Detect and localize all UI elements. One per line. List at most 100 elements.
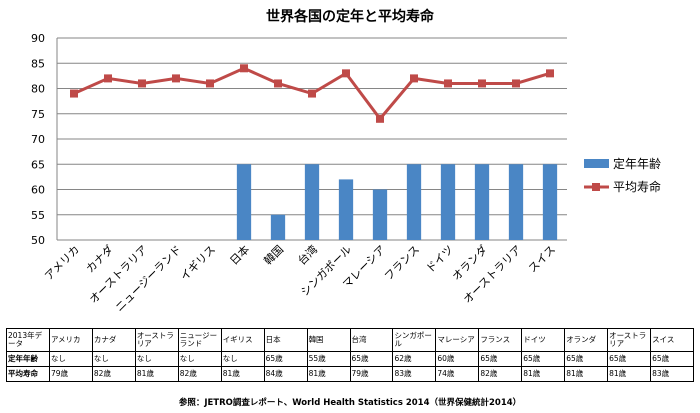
table-cell: なし (177, 351, 222, 367)
table-cell: 82歳 (177, 366, 222, 382)
line-point (138, 79, 146, 88)
y-tick-label: 80 (31, 83, 45, 96)
line-point (104, 74, 112, 83)
table-cell: 79歳 (48, 366, 93, 382)
line-point (478, 79, 486, 88)
y-tick-label: 90 (31, 32, 45, 45)
table-cell: オーストラリア (607, 328, 652, 352)
bar (542, 164, 558, 240)
table-cell: なし (220, 351, 265, 367)
x-category-label: 日本 (227, 242, 252, 267)
source-note: 参照：JETRO調査レポート、World Health Statistics 2… (178, 398, 522, 408)
y-tick-label: 65 (31, 158, 45, 171)
legend-label: 平均寿命 (613, 179, 661, 194)
bar (440, 164, 456, 240)
table-cell: 65歳 (521, 351, 566, 367)
table-cell: 62歳 (392, 351, 437, 367)
table-cell: 55歳 (306, 351, 351, 367)
table-cell: 82歳 (478, 366, 523, 382)
table-cell: 81歳 (607, 366, 652, 382)
table-cell: 65歳 (564, 351, 609, 367)
table-cell: 2013年データ (6, 328, 50, 352)
table-cell: 65歳 (650, 351, 694, 367)
table-cell: 65歳 (263, 351, 308, 367)
y-tick-label: 55 (31, 209, 45, 222)
table-cell: フランス (478, 328, 523, 352)
chart: 世界各国の定年と平均寿命 50 55 60 65 70 75 80 85 90 アメリカ カナダオ… (31, 8, 661, 314)
x-category-label: スイス (526, 243, 558, 275)
table-cell: なし (48, 351, 93, 367)
line-point (240, 64, 248, 73)
data-table: 2013年データ アメリカ カナダ オーストラリア ニュージーランド イギリス 日本 韓国 台湾… (6, 328, 694, 382)
bar (270, 214, 286, 240)
line-point (206, 79, 214, 88)
bar (406, 164, 422, 240)
x-category-label: カナダ (83, 242, 116, 275)
legend-bar-swatch (584, 159, 609, 168)
line-series (70, 64, 554, 123)
bar (338, 179, 354, 240)
x-category-label: 韓国 (261, 243, 286, 268)
line-point (308, 89, 316, 98)
bar (474, 164, 490, 240)
line-point (172, 74, 180, 83)
legend-label: 定年年齢 (613, 156, 661, 171)
table-cell: オーストラリア (134, 328, 179, 352)
table-cell: 79歳 (349, 366, 394, 382)
y-tick-label: 60 (31, 184, 45, 197)
y-tick-label: 70 (31, 133, 45, 146)
chart-title: 世界各国の定年と平均寿命 (266, 8, 435, 25)
table-cell: ドイツ (521, 328, 566, 352)
table-cell: マレーシア (435, 328, 480, 352)
line-point (376, 114, 384, 123)
table-cell: イギリス (220, 328, 265, 352)
table-cell: 台湾 (349, 328, 394, 352)
grid (57, 37, 567, 241)
bar (508, 164, 524, 240)
y-axis: 50 55 60 65 70 75 80 85 90 (31, 32, 58, 247)
table-cell: 定年年齢 (6, 351, 50, 367)
x-category-label: フランス (382, 243, 422, 283)
table-cell: 65歳 (478, 351, 523, 367)
y-tick-label: 50 (31, 234, 45, 247)
table-row: 定年年齢 なし なし なし なし なし 65歳 55歳 65歳 62歳 60歳 65歳 65歳 65歳 65… (6, 351, 694, 367)
table-cell: カナダ (91, 328, 136, 352)
y-tick-label: 85 (31, 57, 45, 70)
line-point (444, 79, 452, 88)
x-category-label: 台湾 (295, 242, 320, 267)
bar (236, 164, 252, 240)
table-cell: 84歳 (263, 366, 308, 382)
table-cell: 81歳 (220, 366, 265, 382)
table-cell: 81歳 (564, 366, 609, 382)
table-cell: 65歳 (607, 351, 652, 367)
table-cell: アメリカ (48, 328, 93, 352)
table-cell: シンガポール (392, 328, 437, 352)
x-category-label: アメリカ (42, 243, 82, 283)
table-row: 平均寿命 79歳 82歳 81歳 82歳 81歳 84歳 81歳 79歳 83歳 74歳 82歳 81歳… (6, 366, 694, 382)
bar (372, 189, 388, 240)
table-cell: なし (91, 351, 136, 367)
table-cell: 81歳 (521, 366, 566, 382)
x-category-label: ドイツ (424, 243, 457, 276)
line-point (274, 79, 282, 88)
line-point (512, 79, 520, 88)
x-category-label: イギリス (178, 243, 218, 283)
y-tick-label: 75 (31, 108, 45, 121)
line-point (410, 74, 418, 83)
bar-series (236, 164, 558, 240)
legend-line-marker (592, 183, 600, 191)
table-cell: スイス (650, 328, 694, 352)
table-cell: なし (134, 351, 179, 367)
table-cell: 日本 (263, 328, 308, 352)
bar (304, 164, 320, 240)
table-cell: 81歳 (306, 366, 351, 382)
line-point (342, 69, 350, 78)
table-cell: 60歳 (435, 351, 480, 367)
table-cell: 81歳 (134, 366, 179, 382)
table-cell: 82歳 (91, 366, 136, 382)
table-cell: 65歳 (349, 351, 394, 367)
table-row: 2013年データ アメリカ カナダ オーストラリア ニュージーランド イギリス 日本 韓国 台湾… (6, 328, 694, 352)
table-cell: 平均寿命 (6, 366, 50, 382)
